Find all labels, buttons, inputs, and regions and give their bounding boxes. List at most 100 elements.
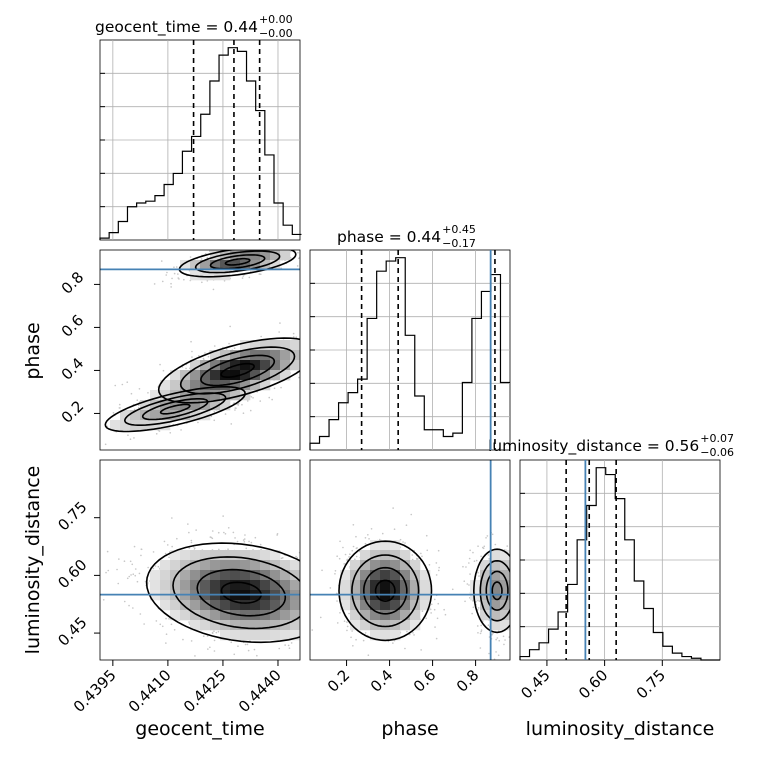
density-cell — [280, 250, 291, 261]
density-cell — [270, 620, 281, 631]
title-geocent-time: geocent_time = 0.44 — [95, 18, 258, 37]
density-cell — [150, 570, 161, 581]
density-cell — [350, 620, 361, 631]
density-cell — [270, 340, 281, 351]
density-cell — [260, 340, 271, 351]
hist-step-geocent_time — [99, 47, 302, 240]
density-cell — [110, 420, 121, 431]
density-cell — [270, 360, 281, 371]
density-cell — [170, 380, 181, 391]
contour-0-0 — [338, 540, 433, 642]
y-tick-label-phase: 0.4 — [58, 354, 88, 384]
density-cell — [220, 270, 231, 281]
density-cell — [190, 610, 201, 621]
title-phase-minus: −0.17 — [442, 237, 476, 250]
density-cell — [380, 580, 391, 591]
density-cell — [270, 570, 281, 581]
density-cell — [260, 600, 271, 611]
density-cell — [190, 370, 201, 381]
panel-content — [100, 515, 300, 657]
density-cell — [210, 400, 221, 411]
panel-phase-vs-luminosity_distance — [309, 459, 511, 661]
contour-2-3 — [159, 403, 191, 415]
density-cell — [180, 560, 191, 571]
density-cell — [220, 360, 231, 371]
density-cell — [480, 580, 491, 591]
density-cell — [200, 410, 211, 421]
density-cell — [260, 370, 271, 381]
density-cell — [380, 630, 391, 641]
density-cell — [270, 250, 281, 261]
density-cell — [190, 270, 201, 281]
density-cell — [200, 260, 211, 271]
density-cell — [170, 610, 181, 621]
contour-0-3 — [374, 579, 396, 603]
density-cell — [380, 560, 391, 571]
density-cell — [490, 600, 501, 611]
density-cell — [420, 580, 431, 591]
density-cell — [220, 610, 231, 621]
density-cell — [210, 390, 221, 401]
density-cell — [200, 270, 211, 281]
hist-panel-phase — [309, 249, 511, 451]
hist-step-luminosity_distance — [519, 467, 720, 661]
density-cell — [150, 390, 161, 401]
density-cell — [420, 600, 431, 611]
contour-1-1 — [179, 346, 296, 395]
density-cell — [160, 420, 171, 431]
density-cell — [210, 370, 221, 381]
contour-1-2 — [200, 354, 276, 387]
density-cell — [220, 400, 231, 411]
y-tick-label-phase: 0.8 — [58, 268, 88, 298]
density-cell — [160, 380, 171, 391]
density-cell — [240, 370, 251, 381]
contour-2-0 — [104, 386, 246, 433]
density-cell — [220, 550, 231, 561]
density-cell — [390, 580, 401, 591]
density-cell — [370, 580, 381, 591]
contour-0-2 — [196, 568, 287, 617]
density-cell — [200, 390, 211, 401]
density-cell — [210, 620, 221, 631]
density-cell — [150, 420, 161, 431]
density-cell — [240, 570, 251, 581]
density-cell — [180, 410, 191, 421]
density-cell — [170, 600, 181, 611]
density-cell — [180, 610, 191, 621]
y-tick-label-luminosity_distance: 0.60 — [54, 556, 90, 592]
density-cell — [230, 370, 241, 381]
density-cell — [220, 600, 231, 611]
density-cell — [240, 560, 251, 571]
density-cell — [480, 600, 491, 611]
density-cell — [500, 570, 510, 581]
density-cell — [270, 600, 281, 611]
contour-0-2 — [209, 254, 266, 270]
density-cell — [340, 570, 351, 581]
ylabel-luminosity-distance: luminosity_distance — [22, 466, 44, 655]
contour-0-1 — [351, 554, 420, 628]
hist-step-phase — [309, 257, 510, 450]
density-cell — [240, 260, 251, 271]
density-cell — [370, 550, 381, 561]
contour-1-2 — [485, 570, 509, 611]
density-cell — [370, 630, 381, 641]
density-cell — [200, 600, 211, 611]
density-cell — [230, 350, 241, 361]
density-cell — [400, 620, 411, 631]
density-cell — [250, 550, 261, 561]
density-cell — [260, 630, 271, 641]
density-cell — [170, 390, 181, 401]
density-cell — [240, 360, 251, 371]
density-cell — [160, 580, 171, 591]
density-cell — [360, 560, 371, 571]
density-cell — [280, 340, 291, 351]
density-cell — [280, 630, 291, 641]
density-cell — [190, 620, 201, 631]
density-cell — [260, 570, 271, 581]
density-cell — [230, 550, 241, 561]
density-cell — [250, 360, 261, 371]
density-cell — [290, 630, 300, 641]
density-cell — [480, 610, 491, 621]
x-tick-label-geocent_time: 0.4425 — [180, 666, 230, 716]
